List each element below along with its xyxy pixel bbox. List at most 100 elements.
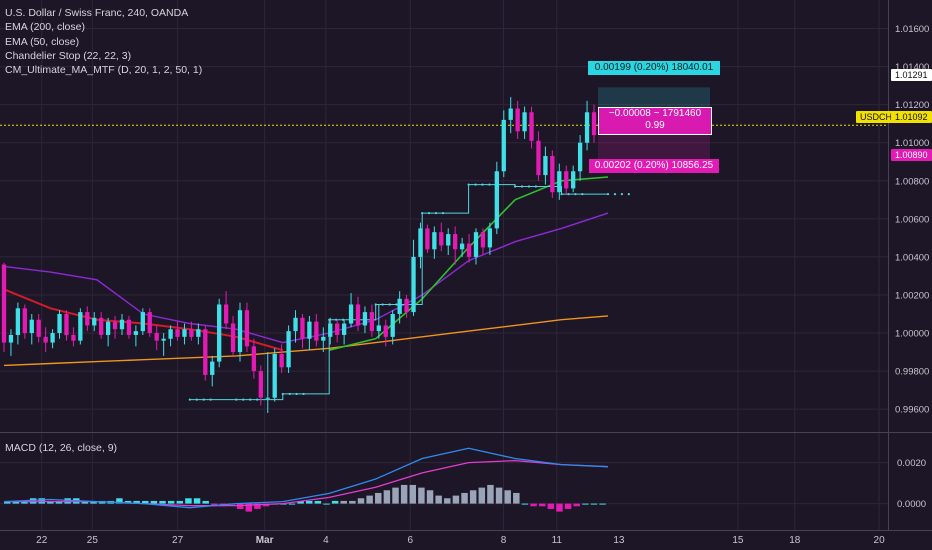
symbol-title[interactable]: U.S. Dollar / Swiss Franc, 240, OANDA: [5, 7, 189, 19]
candle-body: [217, 304, 222, 362]
macd-histogram-bar: [487, 484, 494, 504]
macd-histogram-bar: [340, 500, 347, 504]
macd-histogram-bar: [418, 487, 425, 504]
symbol-price-tag: USDCHF: [856, 111, 902, 123]
candle-body: [36, 319, 41, 337]
indicator-cm-ma-label[interactable]: CM_Ultimate_MA_MTF (D, 20, 1, 2, 50, 1): [5, 64, 203, 77]
macd-histogram-bar: [47, 500, 54, 504]
macd-histogram-bar: [590, 503, 598, 505]
candle-body: [577, 142, 583, 172]
candle-body: [369, 312, 375, 332]
macd-histogram-bar: [167, 500, 175, 504]
candle-body: [411, 256, 416, 313]
macd-histogram-bar: [538, 503, 546, 507]
candle-body: [459, 243, 465, 250]
rr-mid-label: −0.00008 ~ 1791460 0.99: [598, 107, 712, 135]
macd-tick-label: 0.0000: [897, 499, 926, 510]
candle-body: [223, 304, 229, 324]
price-axis-bg: [888, 0, 932, 550]
candle-body: [536, 140, 541, 176]
price-tick-label: 1.00400: [895, 252, 929, 263]
price-tick-label: 1.01400: [895, 62, 929, 73]
candle-body: [557, 171, 562, 193]
candle-body: [64, 314, 69, 335]
candle-body: [99, 317, 104, 335]
current-price-tag: 1.01092: [891, 111, 932, 123]
time-tick-label: 22: [36, 535, 48, 546]
candle-body: [564, 171, 569, 189]
rr-target-label: 0.00199 (0.20%) 18040.01: [588, 61, 720, 75]
candle-body: [196, 329, 201, 337]
candle-body: [230, 323, 236, 353]
candle-body: [543, 156, 548, 176]
macd-histogram-bar: [55, 500, 63, 504]
chart-grid: [0, 0, 888, 530]
macd-histogram-bar: [375, 492, 382, 504]
candle-body: [175, 329, 180, 337]
time-tick-label: 6: [407, 535, 413, 546]
candle-body: [168, 329, 173, 339]
macd-histogram-bar: [547, 503, 555, 509]
macd-label[interactable]: MACD (12, 26, close, 9): [5, 442, 118, 454]
candle-body: [105, 321, 111, 335]
chandelier-dot: [613, 193, 617, 196]
indicator-ema200-label[interactable]: EMA (200, close): [5, 21, 85, 34]
candle-body: [355, 304, 361, 326]
rr-mid-line2: 0.99: [645, 120, 665, 131]
candle-body: [244, 310, 250, 347]
candle-body: [487, 228, 493, 248]
macd-histogram-bar: [202, 500, 209, 504]
candle-body: [321, 336, 326, 341]
macd-histogram-bar: [176, 500, 184, 504]
macd-histogram-bar: [331, 500, 339, 504]
macd-histogram-bar: [444, 498, 451, 504]
candle-body: [237, 310, 243, 353]
time-tick-label: Mar: [256, 535, 274, 546]
rr-mid-line1: −0.00008 ~ 1791460: [608, 108, 702, 119]
macd-histogram-bar: [556, 503, 563, 512]
macd-histogram-bar: [245, 503, 253, 512]
macd-histogram-bar: [297, 500, 304, 504]
candle-body: [522, 112, 527, 132]
candle-body: [494, 171, 499, 229]
macd-histogram-bar: [357, 498, 365, 504]
macd-histogram-bar: [392, 487, 399, 504]
candle-body: [112, 321, 118, 330]
candle-body: [446, 234, 451, 246]
macd-histogram-bar: [452, 495, 460, 504]
macd-histogram-bar: [236, 503, 244, 509]
candle-body: [591, 112, 597, 136]
candle-body: [328, 323, 333, 337]
candle-body: [584, 112, 590, 143]
candle-body: [418, 228, 423, 257]
macd-histogram-bar: [133, 500, 140, 504]
candle-body: [550, 156, 555, 193]
macd-histogram-bar: [254, 503, 261, 509]
indicator-ema50-label[interactable]: EMA (50, close): [5, 35, 80, 48]
price-tick-label: 1.01200: [895, 100, 929, 111]
candle-body: [279, 353, 284, 368]
candle-body: [473, 232, 479, 257]
macd-histogram-bar: [599, 503, 606, 505]
candle-body: [335, 323, 340, 335]
macd-histogram-bar: [38, 498, 45, 504]
macd-histogram-bar: [314, 500, 322, 504]
macd-histogram-bar: [564, 503, 572, 509]
indicator-chandelier-label[interactable]: Chandelier Stop (22, 22, 3): [5, 49, 132, 62]
candle-body: [15, 308, 21, 335]
macd-histogram-bar: [504, 490, 511, 504]
macd-histogram-bar: [573, 503, 580, 507]
candle-body: [78, 312, 83, 341]
macd-histogram-bar: [81, 500, 89, 504]
macd-histogram-bar: [159, 500, 166, 504]
candle-body: [50, 333, 55, 343]
candle-body: [203, 329, 208, 375]
time-tick-label: 25: [87, 535, 99, 546]
chart-legend: U.S. Dollar / Swiss Franc, 240, OANDA EM…: [5, 6, 202, 77]
time-tick-label: 13: [613, 535, 625, 546]
macd-histogram-bar: [513, 492, 520, 504]
macd-histogram-bar: [521, 503, 529, 505]
macd-histogram-bar: [150, 500, 158, 504]
